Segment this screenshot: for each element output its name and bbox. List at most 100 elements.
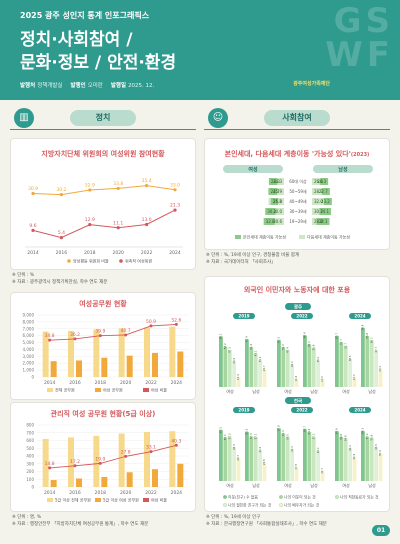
year-pill <box>349 313 371 319</box>
migrant-value: 63.3 <box>245 428 249 434</box>
legend-label: 여성 비율 <box>151 497 167 503</box>
legend-label: 나의 이웃이 되는 것 <box>284 495 316 500</box>
x-tick-label: 2014 <box>44 490 56 496</box>
migrant-bar <box>316 359 320 387</box>
y-tick-label: 8,000 <box>23 319 35 324</box>
officials-card: 여성공무원 현황 0 1,000 2,000 3,000 4,000 5,000 6,000… <box>10 292 196 400</box>
migrant-value: 36.5 <box>348 355 352 361</box>
migrant-bar <box>320 379 325 387</box>
migrant-bar <box>343 346 348 387</box>
section-header-social: ☺ 사회참여 <box>204 108 390 130</box>
gender-label: 남성 <box>310 482 318 488</box>
migrant-value: 52.7 <box>343 343 347 349</box>
series-line <box>32 185 176 196</box>
year-label: 2022 <box>296 314 307 319</box>
migrant-value: 60.3 <box>277 337 281 343</box>
migrant-value: 56.0 <box>223 434 227 440</box>
local-committee-title: 지방자치단체 위원회의 여성위원 참여현황 <box>41 150 165 158</box>
migrant-bar <box>253 436 258 481</box>
gswf-deco-logo: GS WF <box>325 1 394 75</box>
migrant-value: 65.5 <box>219 427 223 433</box>
y-tick-label: 600 <box>26 438 34 443</box>
migrant-bar <box>219 430 223 481</box>
rate-line <box>49 444 177 469</box>
legend-label: 5급 이상 전체 공무원 <box>55 497 91 503</box>
data-point <box>88 223 92 227</box>
migrant-bar <box>285 437 290 481</box>
value-female-self: 24.7 <box>271 189 280 194</box>
local-committee-unit: ※ 단위 : % <box>12 273 35 278</box>
migrant-bar <box>365 336 370 387</box>
legend-label: 위촉직 여성위원 <box>125 258 152 264</box>
mobility-card: 본인세대, 다음세대 계층이동 '가능성 있다'(2023) 여성 남성 60대 이… <box>204 138 390 250</box>
data-point <box>173 188 177 192</box>
x-tick-label: 2016 <box>69 490 81 496</box>
migrant-bar <box>249 436 254 481</box>
bar-female <box>50 361 57 377</box>
value-male-next: 32.0 <box>314 199 323 204</box>
migrant-bar <box>365 436 370 481</box>
migrant-value: 52.2 <box>223 343 227 349</box>
data-label: 9.6 <box>29 223 36 229</box>
bar-total <box>68 437 74 487</box>
bar-female <box>152 469 158 487</box>
bar-male-next <box>312 188 330 195</box>
migrant-value: 10.4 <box>294 375 298 381</box>
migrant-value: 61.3 <box>281 430 285 436</box>
migrant-value: 65.1 <box>219 333 223 339</box>
y-tick-label: 1,000 <box>23 368 35 373</box>
gender-label: 여성 <box>342 482 350 488</box>
gender-label: 여성 <box>226 388 234 394</box>
age-label: 60대 이상 <box>289 178 307 184</box>
x-tick-label: 2024 <box>171 380 183 386</box>
rate-point <box>174 443 178 447</box>
y-tick-label: 300 <box>26 461 34 466</box>
value-female-self: 24.3 <box>271 179 280 184</box>
migrant-value: 12.7 <box>320 468 324 474</box>
x-tick-label: 2024 <box>171 490 183 496</box>
age-label: 50~59세 <box>289 188 307 194</box>
page-header: GS WF 2025 광주 성인지 통계 인포그래픽스 정치·사회참여 / 문화·… <box>0 0 400 100</box>
data-label: 30.9 <box>28 186 38 192</box>
legend-label: 여성 공무원 <box>103 387 123 393</box>
year-label: 2022 <box>296 408 307 413</box>
data-label: 33.0 <box>170 182 180 188</box>
bar-total <box>42 331 49 377</box>
group-pill-male <box>313 165 373 173</box>
migrant-bar <box>249 347 254 387</box>
migrant-bar <box>303 429 307 481</box>
migrant-value: 47.7 <box>374 346 378 352</box>
migrant-value: 54.8 <box>343 435 347 441</box>
bar-female-self <box>270 198 279 205</box>
migrant-value: 39.0 <box>316 447 320 453</box>
officials-title: 여성공무원 현황 <box>79 300 127 308</box>
legend-swatch <box>119 259 123 263</box>
bar-total <box>169 431 176 487</box>
data-point <box>173 208 177 212</box>
legend-swatch <box>143 498 149 502</box>
migrant-value: 66.7 <box>303 426 307 432</box>
migrant-bar <box>277 428 281 481</box>
rate-point <box>124 454 128 458</box>
gender-label: 여성 <box>342 388 350 394</box>
migrant-bar <box>277 340 281 387</box>
migrant-bar <box>320 471 325 481</box>
migrant-bar <box>290 364 294 387</box>
bar-female <box>177 463 184 487</box>
bar-total <box>42 438 49 487</box>
migrant-bar <box>374 447 378 481</box>
series-line <box>32 209 176 239</box>
migrant-bar <box>236 377 241 387</box>
bar-male-self <box>316 218 330 225</box>
migrant-value: 56.5 <box>285 434 289 440</box>
managers-unit: ※ 단위 : 명, % <box>12 515 42 520</box>
data-point <box>31 228 35 232</box>
local-committee-card: 지방자치단체 위원회의 여성위원 참여현황 2014 2016 2018 2020 20… <box>10 138 196 270</box>
rate-point <box>149 324 153 328</box>
value-male-self: 34.1 <box>320 209 329 214</box>
rate-label: 39.9 <box>95 329 105 335</box>
rate-label: 50.9 <box>146 319 156 325</box>
migrant-bar <box>311 436 316 481</box>
bar-female <box>76 478 82 487</box>
x-tick-label: 2018 <box>95 490 107 496</box>
